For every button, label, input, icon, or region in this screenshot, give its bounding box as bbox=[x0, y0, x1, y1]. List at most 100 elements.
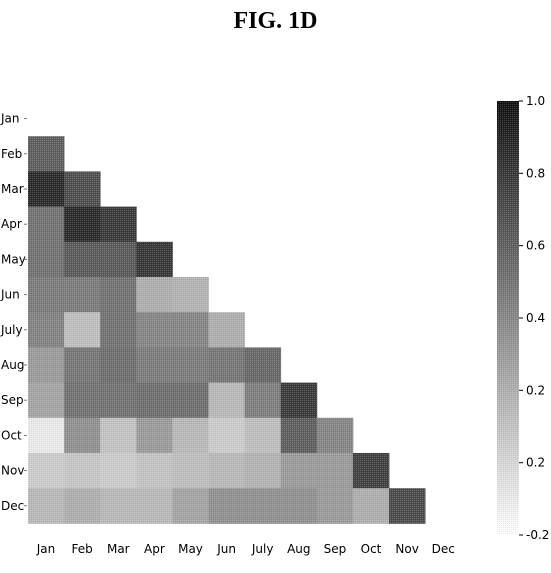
colorbar-tick-label: 0.2 bbox=[526, 456, 545, 470]
x-tick-label-oct: Oct bbox=[361, 542, 382, 556]
heatmap-cell-texture bbox=[316, 417, 354, 454]
heatmap-cell-texture bbox=[28, 241, 65, 278]
y-tick-label-may: May bbox=[1, 252, 26, 266]
heatmap-cell-texture bbox=[352, 453, 390, 489]
heatmap-cell-texture bbox=[100, 206, 137, 243]
y-tick-label-nov: Nov bbox=[1, 464, 24, 478]
heatmap-cell-texture bbox=[136, 241, 173, 278]
heatmap-cell-texture bbox=[28, 347, 65, 383]
y-tick-label-feb: Feb bbox=[1, 147, 22, 161]
heatmap-cell-texture bbox=[64, 453, 101, 489]
heatmap-cell-texture bbox=[244, 347, 282, 383]
heatmap-cell-texture bbox=[280, 488, 318, 524]
heatmap-cell-texture bbox=[64, 488, 101, 524]
colorbar-tick-label: 0.8 bbox=[526, 166, 545, 180]
heatmap-cell-texture bbox=[136, 417, 173, 454]
heatmap-cell-texture bbox=[100, 488, 137, 524]
heatmap-cell-texture bbox=[100, 241, 137, 278]
y-tick-label-aug: Aug bbox=[1, 358, 24, 372]
heatmap-cell-texture bbox=[28, 171, 65, 207]
heatmap-cell-texture bbox=[316, 453, 354, 489]
heatmap-cell-texture bbox=[208, 382, 245, 419]
heatmap-cell-texture bbox=[64, 206, 101, 243]
heatmap-cell-texture bbox=[136, 347, 173, 383]
heatmap-cell-texture bbox=[172, 488, 209, 524]
heatmap-cell-texture bbox=[208, 453, 245, 489]
x-tick-label-apr: Apr bbox=[144, 542, 165, 556]
heatmap-cell-texture bbox=[28, 136, 65, 172]
colorbar-tick-label: 0.4 bbox=[526, 311, 545, 325]
x-tick-label-jan: Jan bbox=[36, 542, 56, 556]
heatmap-cell-texture bbox=[64, 171, 101, 207]
heatmap-cell-texture bbox=[280, 453, 318, 489]
heatmap-cell-texture bbox=[172, 417, 209, 454]
heatmap-cell-texture bbox=[136, 382, 173, 419]
colorbar: 1.0 0.8 0.6 0.4 0.2 0.2 -0.2 bbox=[497, 94, 549, 542]
heatmap-cell-texture bbox=[28, 382, 65, 419]
y-tick-label-dec: Dec bbox=[1, 499, 24, 513]
heatmap-cell-texture bbox=[136, 488, 173, 524]
heatmap-cell-texture bbox=[136, 453, 173, 489]
heatmap-cell-texture bbox=[208, 312, 245, 348]
heatmap-cell-texture bbox=[244, 453, 282, 489]
y-axis-labels: Jan Feb Mar Apr May Jun July Aug Sep Oct Nov Dec bbox=[0, 112, 27, 513]
y-tick-label-jun: Jun bbox=[0, 288, 20, 302]
heatmap-cell-texture bbox=[172, 382, 209, 419]
heatmap-cells bbox=[28, 136, 426, 524]
y-tick-label-apr: Apr bbox=[1, 217, 22, 231]
heatmap-cell-texture bbox=[100, 382, 137, 419]
heatmap-cell-texture bbox=[172, 347, 209, 383]
x-tick-label-may: May bbox=[178, 542, 203, 556]
colorbar-texture bbox=[497, 101, 519, 535]
heatmap-cell-texture bbox=[280, 382, 318, 419]
x-tick-label-sep: Sep bbox=[324, 542, 347, 556]
heatmap-cell-texture bbox=[64, 382, 101, 419]
heatmap-cell-texture bbox=[100, 417, 137, 454]
heatmap-cell-texture bbox=[28, 488, 65, 524]
y-tick-label-mar: Mar bbox=[1, 182, 24, 196]
heatmap-cell-texture bbox=[208, 347, 245, 383]
x-tick-label-mar: Mar bbox=[107, 542, 130, 556]
x-tick-label-nov: Nov bbox=[395, 542, 418, 556]
heatmap-cell-texture bbox=[64, 312, 101, 348]
heatmap-cell-texture bbox=[100, 277, 137, 313]
heatmap-cell-texture bbox=[316, 488, 354, 524]
heatmap-cell-texture bbox=[100, 347, 137, 383]
heatmap-cell-texture bbox=[208, 417, 245, 454]
heatmap-cell-texture bbox=[64, 277, 101, 313]
heatmap-cell-texture bbox=[136, 312, 173, 348]
heatmap-cell-texture bbox=[244, 382, 282, 419]
heatmap-cell-texture bbox=[244, 417, 282, 454]
colorbar-tick-label: 1.0 bbox=[526, 94, 545, 108]
x-tick-label-dec: Dec bbox=[432, 542, 455, 556]
colorbar-tick-label: 0.2 bbox=[526, 383, 545, 397]
heatmap-cell-texture bbox=[28, 417, 65, 454]
figure-title: FIG. 1D bbox=[233, 8, 318, 34]
x-tick-label-jun: Jun bbox=[216, 542, 236, 556]
heatmap-cell-texture bbox=[100, 312, 137, 348]
heatmap-cell-texture bbox=[100, 453, 137, 489]
x-tick-label-aug: Aug bbox=[287, 542, 310, 556]
heatmap-cell-texture bbox=[28, 312, 65, 348]
y-tick-label-oct: Oct bbox=[1, 428, 22, 442]
y-tick-label-sep: Sep bbox=[1, 393, 24, 407]
heatmap-cell-texture bbox=[172, 453, 209, 489]
heatmap-cell-texture bbox=[28, 206, 65, 243]
y-tick-label-jan: Jan bbox=[0, 112, 20, 126]
heatmap-cell-texture bbox=[280, 417, 318, 454]
x-tick-label-july: July bbox=[251, 542, 274, 556]
colorbar-tick-label: -0.2 bbox=[526, 528, 549, 542]
heatmap-cell-texture bbox=[352, 488, 390, 524]
x-tick-label-feb: Feb bbox=[71, 542, 92, 556]
heatmap-cell-texture bbox=[244, 488, 282, 524]
heatmap-cell-texture bbox=[172, 277, 209, 313]
heatmap-cell-texture bbox=[389, 488, 426, 524]
heatmap-cell-texture bbox=[172, 312, 209, 348]
heatmap-cell-texture bbox=[64, 347, 101, 383]
heatmap-cell-texture bbox=[208, 488, 245, 524]
colorbar-tick-label: 0.6 bbox=[526, 239, 545, 253]
y-tick-label-july: July bbox=[0, 323, 23, 337]
heatmap-cell-texture bbox=[136, 277, 173, 313]
heatmap-cell-texture bbox=[28, 277, 65, 313]
